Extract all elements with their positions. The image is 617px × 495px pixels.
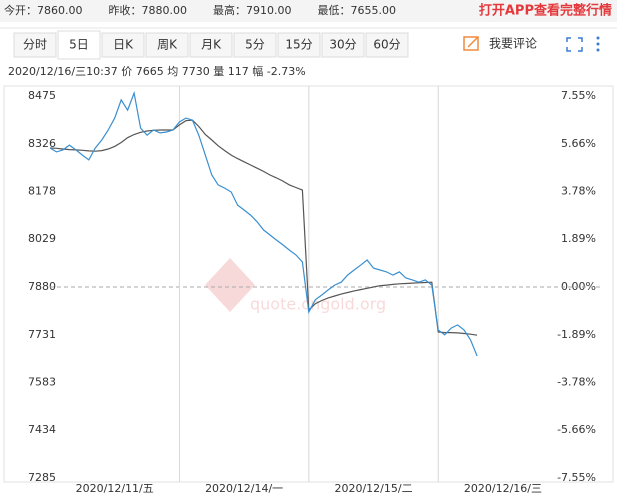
- comment-button[interactable]: 我要评论: [463, 36, 537, 51]
- y-tick-label: 7285: [28, 471, 56, 484]
- tab-label[interactable]: 5分: [245, 38, 265, 52]
- watermark-text: quote.cngold.org: [250, 295, 386, 314]
- y2-tick-label: -3.78%: [557, 376, 596, 389]
- quote-label: 最高：: [213, 3, 246, 17]
- quote-label: 昨收：: [109, 3, 142, 17]
- tab-label[interactable]: 分时: [23, 38, 47, 52]
- fullscreen-icon[interactable]: [566, 37, 583, 52]
- watermark: quote.cngold.org: [205, 258, 386, 314]
- tab-label[interactable]: 60分: [373, 38, 400, 52]
- menu-icon[interactable]: [596, 36, 600, 52]
- quote-value: 7655.00: [351, 4, 397, 17]
- menu-dot: [596, 36, 600, 40]
- fullscreen-corners: [566, 37, 583, 52]
- y-tick-label: 8326: [28, 137, 56, 150]
- x-tick-label: 2020/12/16/三: [464, 482, 542, 495]
- x-tick-label: 2020/12/11/五: [76, 482, 154, 495]
- x-tick-label: 2020/12/14/一: [205, 482, 283, 495]
- y2-tick-label: 7.55%: [561, 89, 596, 102]
- y2-tick-label: 1.89%: [561, 232, 596, 245]
- tab[interactable]: [277, 32, 321, 58]
- series-line: [49, 90, 478, 357]
- y2-tick-label: -7.55%: [557, 471, 596, 484]
- app-link[interactable]: 打开APP查看完整行情: [479, 3, 612, 19]
- menu-dot: [596, 42, 600, 46]
- comment-icon: [463, 36, 479, 51]
- info-line: 2020/12/16/三10:37 价 7665 均 7730 量 117 幅 …: [8, 65, 306, 78]
- quote-bar-bg: [0, 0, 617, 22]
- tab[interactable]: [321, 32, 365, 58]
- y-tick-label: 8178: [28, 184, 56, 197]
- tab-label[interactable]: 5日: [69, 38, 89, 52]
- tab-label[interactable]: 周K: [157, 38, 178, 52]
- y-tick-label: 7880: [28, 280, 56, 293]
- tab-label[interactable]: 月K: [201, 38, 222, 52]
- tab[interactable]: [145, 32, 189, 58]
- y-tick-label: 7731: [28, 328, 56, 341]
- tab[interactable]: [189, 32, 233, 58]
- y2-tick-label: 3.78%: [561, 184, 596, 197]
- quote-value: 7880.00: [142, 4, 188, 17]
- tab[interactable]: [101, 32, 145, 58]
- menu-dot: [596, 48, 600, 52]
- tab[interactable]: [233, 32, 277, 58]
- y-tick-label: 7434: [28, 423, 56, 436]
- tab[interactable]: [13, 32, 57, 58]
- quote-value: 7860.00: [37, 4, 83, 17]
- quote-label: 今开：: [4, 3, 37, 17]
- y2-tick-label: 5.66%: [561, 137, 596, 150]
- series-line: [49, 119, 478, 336]
- quote-value: 7910.00: [246, 4, 292, 17]
- tab-label[interactable]: 15分: [285, 38, 312, 52]
- y-tick-label: 8475: [28, 89, 56, 102]
- comment-icon-pen: [467, 36, 479, 48]
- y2-tick-label: -1.89%: [557, 328, 596, 341]
- y-tick-label: 7583: [28, 375, 56, 388]
- tab-label[interactable]: 30分: [329, 38, 356, 52]
- y-tick-label: 8029: [28, 232, 56, 245]
- y2-tick-label: -5.66%: [557, 423, 596, 436]
- tab-label[interactable]: 日K: [113, 38, 134, 52]
- quote-label: 最低：: [318, 4, 351, 17]
- x-tick-label: 2020/12/15/二: [334, 482, 412, 495]
- comment-label[interactable]: 我要评论: [489, 37, 537, 51]
- tab[interactable]: [365, 32, 409, 58]
- tab[interactable]: [57, 30, 101, 60]
- watermark-logo: [205, 258, 255, 312]
